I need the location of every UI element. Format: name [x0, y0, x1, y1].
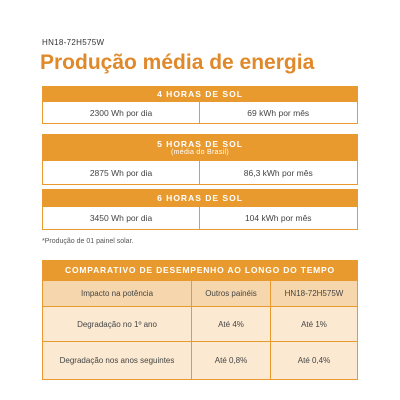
table-row: Degradação nos anos seguintes Até 0,8% A… — [42, 341, 358, 380]
column-header: Outros painéis — [191, 280, 271, 307]
heading-text: 5 HORAS DE SOL — [157, 139, 243, 149]
block-heading: 5 HORAS DE SOL (média do Brasil) — [42, 134, 358, 161]
heading-subtext: (média do Brasil) — [170, 149, 229, 156]
table-cell: Até 0,4% — [270, 341, 358, 380]
column-header: Impacto na potência — [42, 280, 192, 307]
block-cell: 104 kWh por mês — [198, 207, 358, 230]
block-cell: 69 kWh por mês — [198, 102, 358, 124]
heading-text: 6 HORAS DE SOL — [157, 193, 243, 203]
table-cell: Degradação no 1º ano — [42, 306, 192, 342]
block-heading: 4 HORAS DE SOL — [42, 86, 358, 102]
block-cell: 3450 Wh por dia — [42, 207, 200, 230]
table-row: Degradação no 1º ano Até 4% Até 1% — [42, 306, 358, 342]
table-cell: Até 4% — [191, 306, 271, 342]
table-cell: Até 0,8% — [191, 341, 271, 380]
column-header: HN18-72H575W — [270, 280, 358, 307]
block-cell: 2300 Wh por dia — [42, 102, 200, 124]
block-cell: 86,3 kWh por mês — [198, 161, 358, 185]
model-code: HN18-72H575W — [42, 38, 105, 47]
header-row: Impacto na potência Outros painéis HN18-… — [42, 280, 358, 307]
table-cell: Degradação nos anos seguintes — [42, 341, 192, 380]
table-cell: Até 1% — [270, 306, 358, 342]
title: Produção média de energia — [40, 51, 315, 74]
heading-text: 4 HORAS DE SOL — [157, 89, 243, 99]
comparison-table: COMPARATIVO DE DESEMPENHO AO LONGO DO TE… — [42, 260, 358, 380]
table-title: COMPARATIVO DE DESEMPENHO AO LONGO DO TE… — [42, 260, 358, 280]
block-cell: 2875 Wh por dia — [42, 161, 200, 185]
block-heading: 6 HORAS DE SOL — [42, 189, 358, 207]
footnote: *Produção de 01 painel solar. — [42, 238, 134, 245]
